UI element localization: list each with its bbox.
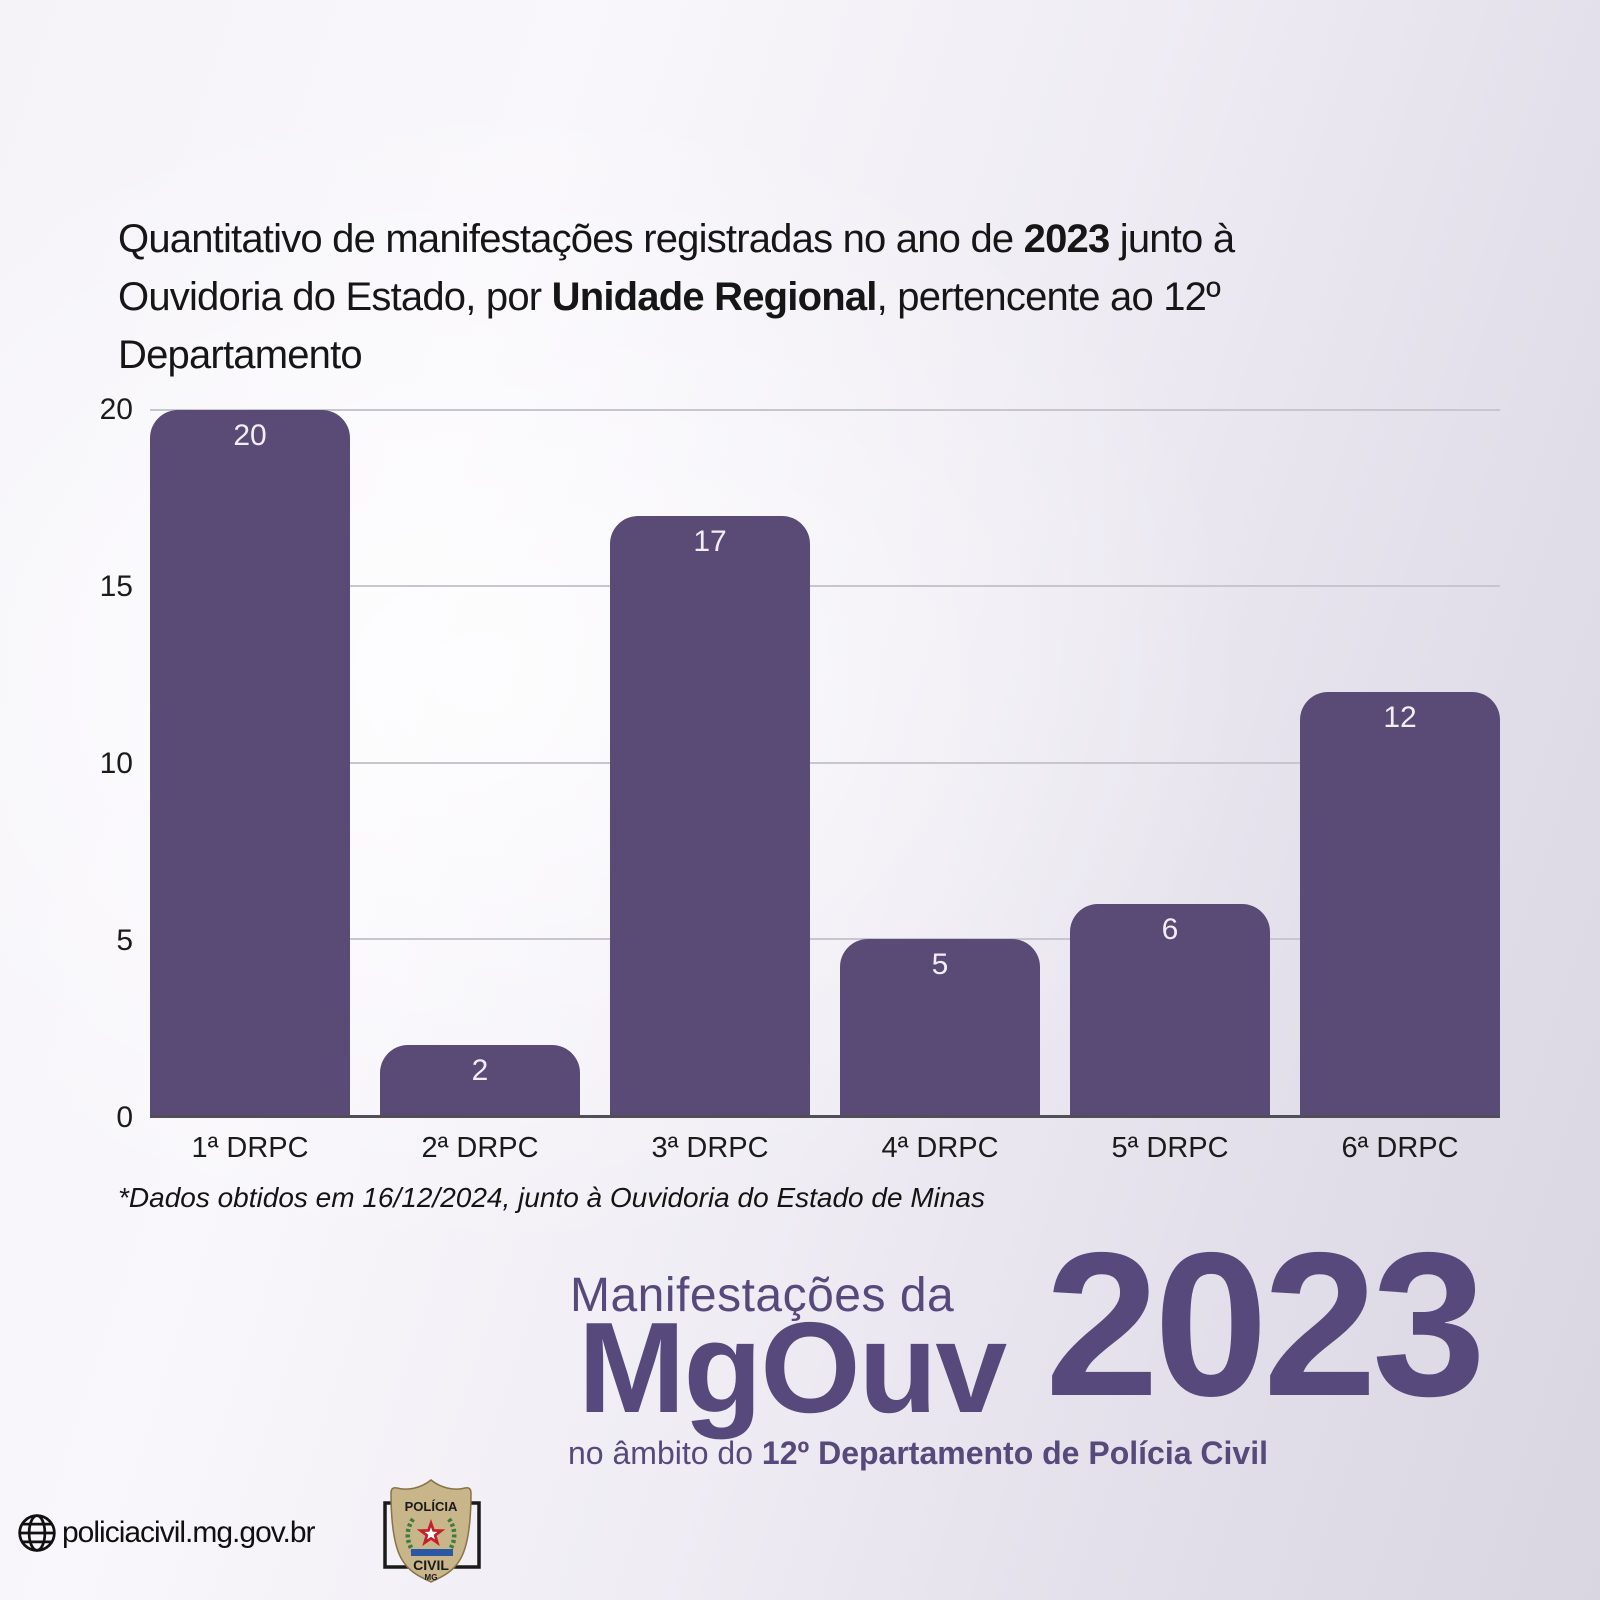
bar-6ª DRPC: 12 [1300, 692, 1500, 1115]
bar-4ª DRPC: 5 [840, 938, 1040, 1115]
badge-text-mg: MG [425, 1573, 438, 1582]
badge-wreath-left [405, 1517, 415, 1553]
x-tick-label-5ª DRPC: 5ª DRPC [1111, 1132, 1229, 1164]
title-text: , pertencente ao 12º [876, 275, 1221, 319]
bar-value-label: 20 [233, 419, 267, 452]
title-text: Quantitativo de manifestações registrada… [118, 217, 1024, 261]
bar-value-label: 2 [471, 1053, 489, 1087]
bar-value-label: 12 [1383, 701, 1417, 734]
y-tick-label-20: 20 [99, 393, 133, 426]
globe-icon [18, 1514, 56, 1552]
x-tick-label-2ª DRPC: 2ª DRPC [421, 1132, 539, 1164]
y-tick-label-15: 15 [99, 570, 133, 603]
gridline-15 [150, 585, 1500, 588]
title-bold-unidade: Unidade Regional [551, 275, 878, 319]
bar-3ª DRPC: 17 [610, 515, 810, 1115]
bar-2ª DRPC: 2 [380, 1044, 580, 1115]
bar-value-label: 5 [931, 947, 949, 981]
gridline-20 [150, 409, 1500, 411]
brand-scope-prefix: no âmbito do [568, 1435, 762, 1471]
brand-scope-line: no âmbito do 12º Departamento de Polícia… [568, 1434, 1268, 1472]
bar-value-label: 17 [693, 524, 727, 558]
chart-title-line-1: Quantitativo de manifestações registrada… [118, 210, 1235, 268]
chart-title-line-2: Ouvidoria do Estado, por Unidade Regiona… [118, 268, 1234, 326]
brand-subtitle: Manifestações da [570, 1269, 955, 1322]
website-url: policiacivil.mg.gov.br [62, 1516, 316, 1549]
bars-container: 20 2 17 5 6 12 [150, 410, 1500, 1115]
brand-wordmark-mgouv: MgOuv [578, 1296, 1007, 1440]
gridline-10 [150, 761, 1500, 764]
x-tick-label-3ª DRPC: 3ª DRPC [651, 1132, 769, 1164]
y-axis: 0 5 10 15 20 [55, 393, 133, 1134]
title-bold-year: 2023 [1023, 217, 1111, 261]
policia-civil-badge-logo: POLÍCIA CIVIL MG [383, 1479, 481, 1583]
bar-value-label: 6 [1161, 912, 1179, 946]
title-text: junto à [1109, 217, 1235, 261]
badge-text-policia: POLÍCIA [405, 1499, 458, 1514]
data-source-footnote: *Dados obtidos em 16/12/2024, junto à Ou… [118, 1182, 986, 1213]
chart-title-line-3: Departamento [118, 326, 1234, 384]
brand-scope-department: 12º Departamento de Polícia Civil [761, 1435, 1268, 1471]
title-text: Departamento [118, 333, 363, 377]
badge-star-inner [424, 1527, 438, 1540]
badge-wreath-right [447, 1517, 457, 1553]
title-text: Ouvidoria do Estado, por [118, 275, 552, 319]
x-tick-label-6ª DRPC: 6ª DRPC [1341, 1132, 1459, 1164]
x-tick-label-1ª DRPC: 1ª DRPC [191, 1132, 309, 1164]
brand-year: 2023 [1045, 1210, 1486, 1439]
chart-title: Quantitativo de manifestações registrada… [118, 210, 1235, 384]
bar-1ª DRPC: 20 [150, 410, 350, 1115]
website-link[interactable]: policiacivil.mg.gov.br [16, 1512, 316, 1554]
badge-ribbon [411, 1549, 453, 1556]
bar-chart-plot-area: 20 2 17 5 6 12 [150, 409, 1500, 1118]
y-tick-label-0: 0 [116, 1101, 133, 1134]
bar-5ª DRPC: 6 [1070, 903, 1270, 1115]
x-axis: 1ª DRPC 2ª DRPC 3ª DRPC 4ª DRPC 5ª DRPC 6ª DR… [150, 1132, 1500, 1165]
y-tick-label-5: 5 [116, 924, 133, 957]
x-tick-label-4ª DRPC: 4ª DRPC [881, 1132, 999, 1164]
badge-text-civil: CIVIL [413, 1557, 449, 1573]
y-tick-label-10: 10 [99, 747, 133, 780]
gridline-5 [150, 937, 1500, 940]
